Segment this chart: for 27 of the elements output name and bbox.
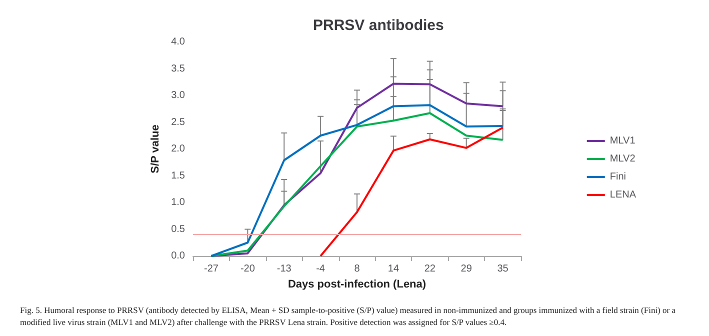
y-tick-label: 4.0 xyxy=(171,36,186,48)
y-tick-label: 3.0 xyxy=(171,90,186,101)
legend-label: MLV2 xyxy=(610,154,636,164)
chart-title: PRRSV antibodies xyxy=(313,17,444,34)
y-axis-title: S/P value xyxy=(150,124,162,174)
y-tick-label: 1.0 xyxy=(171,197,186,208)
y-tick-label: 0.5 xyxy=(171,224,186,235)
y-tick-label: 3.5 xyxy=(171,63,186,74)
x-tick-label: -13 xyxy=(276,264,292,274)
legend-label: Fini xyxy=(610,172,626,182)
x-tick-label: 8 xyxy=(354,264,360,274)
x-axis-title: Days post-infection (Lena) xyxy=(288,278,426,290)
x-tick-label: -20 xyxy=(240,264,256,274)
x-tick-label: 22 xyxy=(424,264,436,274)
x-tick-label: 35 xyxy=(497,264,509,274)
legend-label: LENA xyxy=(610,190,636,200)
y-tick-label: 2.5 xyxy=(171,116,186,128)
y-tick-label: 1.5 xyxy=(171,170,186,182)
y-tick-label: 0.0 xyxy=(171,250,186,262)
legend-label: MLV1 xyxy=(610,136,636,146)
x-tick-label: -4 xyxy=(316,264,326,274)
line-series xyxy=(320,126,504,257)
caption: Fig. 5. Humoral response to PRRSV (antibody detected by ELISA, Mean + SD sample-to-positive (S/P) value) measured in non-immunized and groups immunized with a field strain (Fini) or a modified live virus strain (MLV1 and MLV2) after challenge with the PRRSV Lena strain. Positive detection was assigned for S/P values ≥0.4. xyxy=(20,305,678,327)
x-tick-label: -27 xyxy=(204,264,219,274)
y-tick-label: 2.0 xyxy=(171,144,186,154)
x-tick-label: 14 xyxy=(388,264,400,274)
x-tick-label: 29 xyxy=(460,264,472,274)
